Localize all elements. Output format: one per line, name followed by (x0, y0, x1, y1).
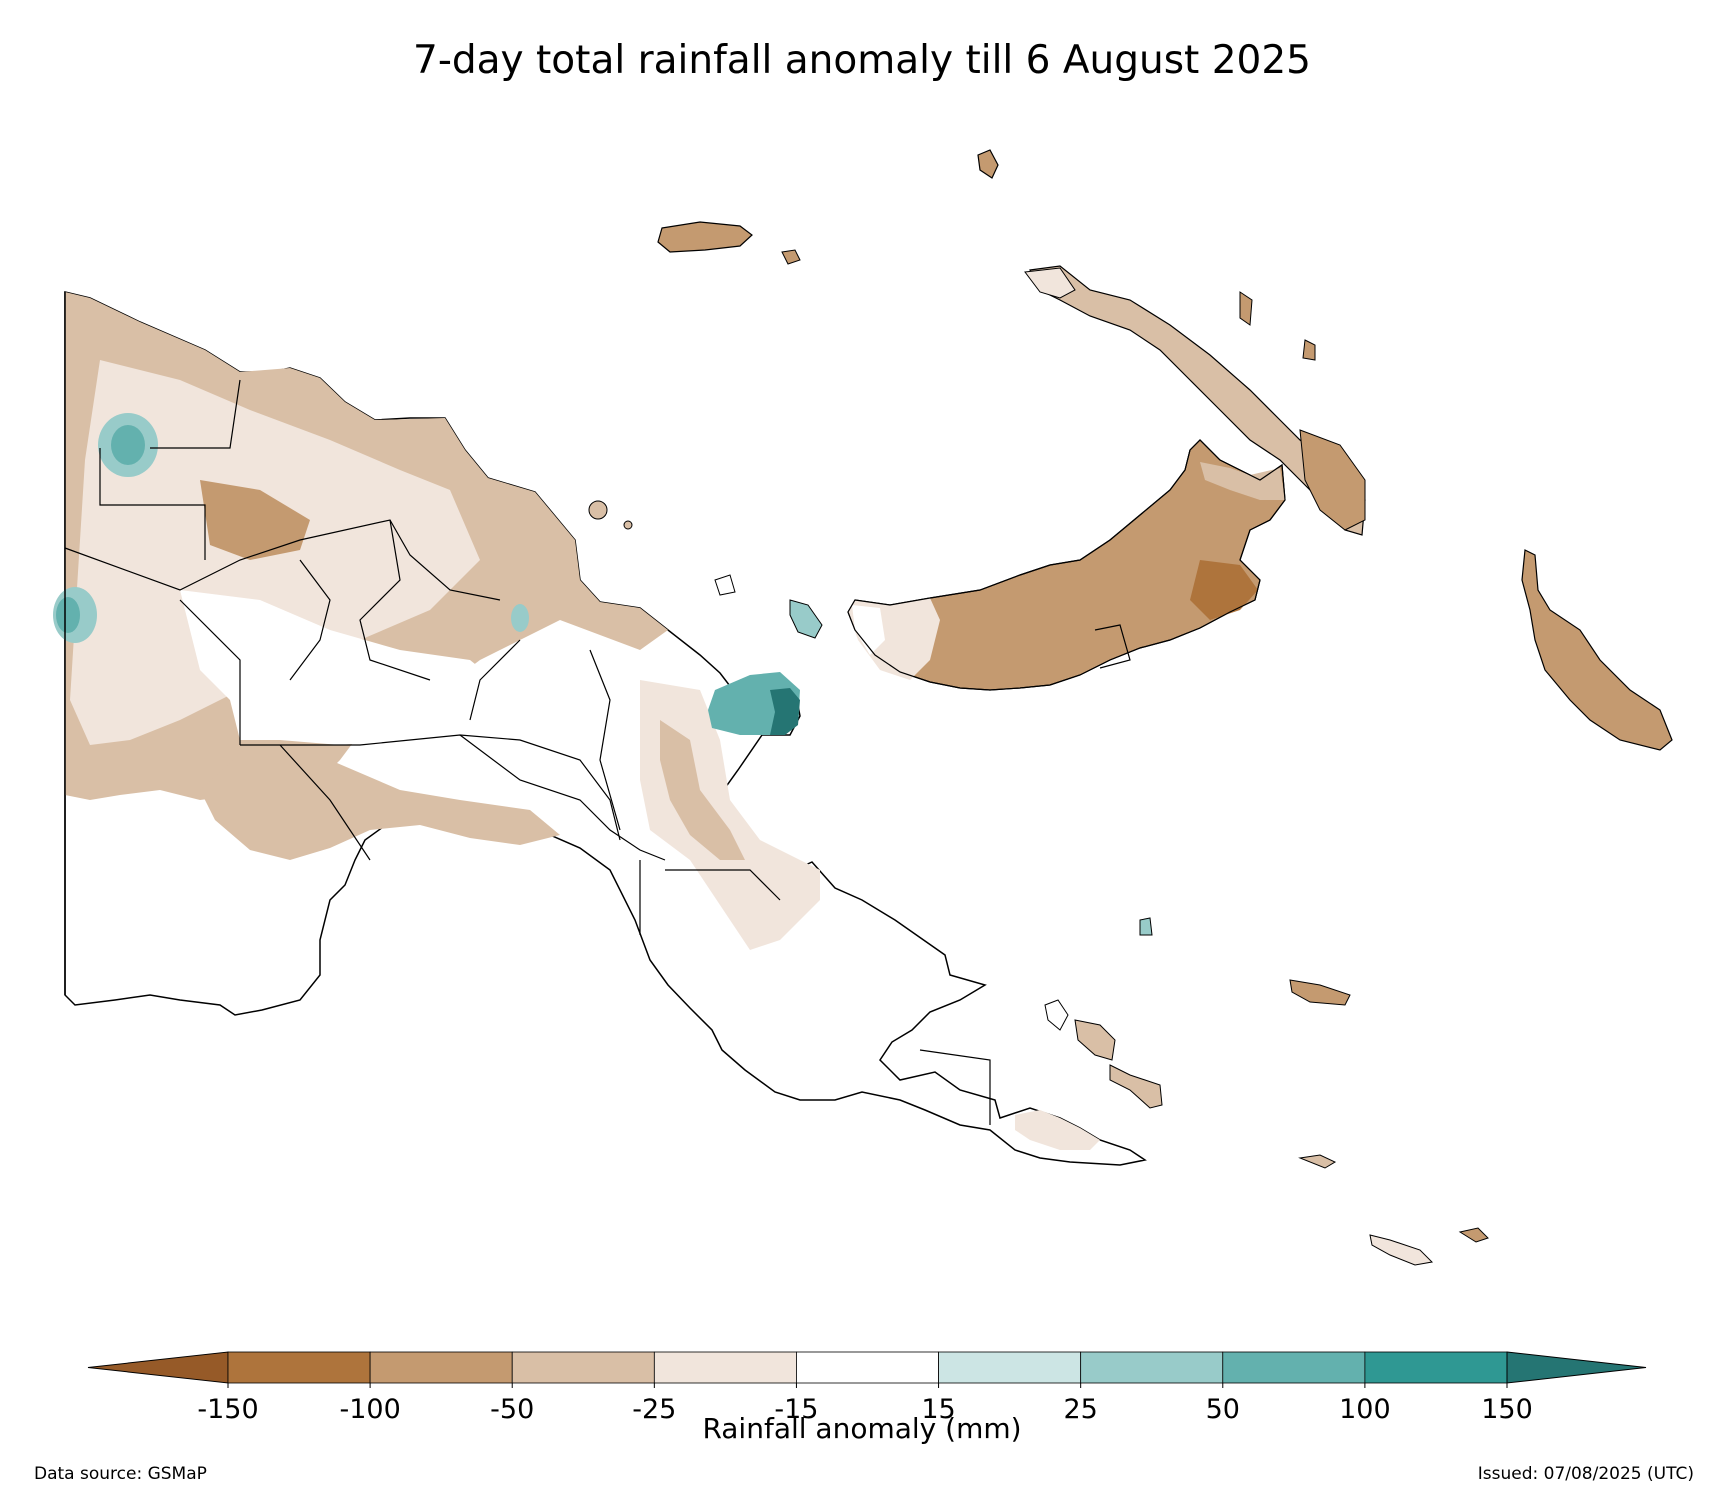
new-ireland-south (1299, 429, 1366, 531)
long-island (789, 599, 823, 639)
colorbar-bin (796, 1351, 939, 1384)
rossel-island (1458, 1227, 1489, 1243)
colorbar-tick-label: -100 (339, 1394, 400, 1425)
colorbar-bin (511, 1351, 655, 1384)
small-island-2 (623, 520, 633, 530)
bougainville (1521, 549, 1673, 751)
new-britain-province-border (1094, 624, 1131, 669)
normanby-island (1109, 1064, 1163, 1109)
anomaly-zone-east-dry (660, 720, 745, 860)
new-britain-west-white (852, 605, 885, 655)
gazelle-peninsula (1200, 462, 1285, 500)
new-hanover (1024, 267, 1076, 299)
mainland-region (53, 291, 1147, 1166)
colorbar-bin (653, 1351, 797, 1384)
manus-island (657, 221, 753, 253)
data-source-note: Data source: GSMaP (34, 1464, 207, 1484)
colorbar-extend-high (1506, 1351, 1647, 1384)
colorbar-bin (369, 1351, 513, 1384)
small-island-1 (588, 500, 608, 520)
new-britain-east-dry (1190, 560, 1258, 620)
small-island-tabar (1239, 291, 1253, 326)
woodlark-island (1289, 979, 1351, 1006)
colorbar-bin (1364, 1351, 1508, 1384)
colorbar-tick-label: 15 (921, 1394, 955, 1425)
map-title: 7-day total rainfall anomaly till 6 Augu… (413, 38, 1311, 83)
colorbar-label: Rainfall anomaly (mm) (702, 1412, 1022, 1445)
small-island-lihir (1302, 339, 1316, 361)
wet-anomaly-northwest-core (111, 425, 145, 465)
colorbar-bin (1080, 1351, 1224, 1384)
colorbar-bin (227, 1351, 371, 1384)
anomaly-zone-neutral-center (180, 590, 550, 760)
east-cape-dry (1015, 1110, 1100, 1150)
anomaly-zone-south-light (200, 745, 560, 860)
wet-anomaly-west-edge-core (56, 597, 80, 633)
anomaly-zone-mod-dry (200, 480, 310, 560)
goodenough-island (1044, 999, 1069, 1031)
wet-anomaly-central (511, 604, 529, 632)
colorbar-tick-label: 150 (1481, 1394, 1533, 1425)
colorbar-tick-label: 100 (1339, 1394, 1391, 1425)
colorbar-extend-low (87, 1351, 229, 1384)
karkar-island (714, 574, 736, 596)
colorbar-tick-label: -15 (774, 1394, 818, 1425)
issued-date: Issued: 07/08/2025 (UTC) (1477, 1464, 1694, 1484)
colorbar-tick-label: 50 (1206, 1394, 1240, 1425)
colorbar-tick-label: -25 (632, 1394, 676, 1425)
colorbar-tick-label: -50 (490, 1394, 534, 1425)
colorbar-bin (938, 1351, 1082, 1384)
trobriand-island (1139, 917, 1153, 936)
mussau-island (977, 149, 999, 179)
small-island-ne (781, 249, 801, 265)
misima-island (1298, 1154, 1337, 1169)
wet-anomaly-madang-core (770, 688, 800, 735)
province-borders (64, 379, 991, 1125)
sudest-island (1369, 1234, 1434, 1266)
colorbar-tick-label: 25 (1063, 1394, 1097, 1425)
colorbar-bin (1222, 1351, 1366, 1384)
colorbar-tick-label: -150 (197, 1394, 258, 1425)
fergusson-island (1074, 1019, 1116, 1061)
new-britain-outline (847, 439, 1286, 691)
